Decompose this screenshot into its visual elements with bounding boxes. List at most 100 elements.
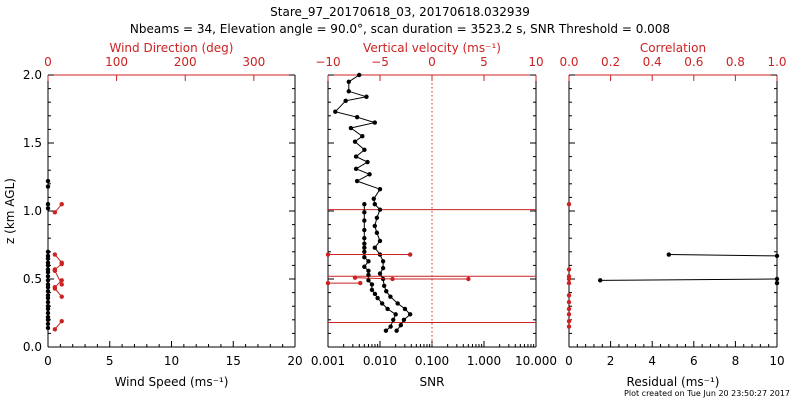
top-tick-label: 100: [105, 55, 128, 69]
wind-direction-line: [54, 270, 63, 285]
top-tick-label: 0.2: [601, 55, 620, 69]
snr-point: [362, 255, 367, 260]
outliers-point: [325, 252, 331, 257]
correlation-point: [566, 318, 572, 324]
x-tick-label: 6: [690, 354, 698, 368]
x-tick-label: 20: [287, 354, 302, 368]
wind-speed-point: [45, 270, 51, 275]
x-axis-label: Residual (ms⁻¹): [627, 375, 720, 389]
x-tick-label: 2: [607, 354, 615, 368]
snr-point: [372, 291, 378, 297]
vertical-velocity-point: [348, 125, 354, 131]
wind-speed-point: [45, 278, 51, 283]
vertical-velocity-point: [377, 238, 383, 244]
x-tick-label: 4: [648, 354, 656, 368]
snr-point: [369, 287, 375, 293]
snr-point: [366, 278, 371, 283]
vertical-velocity-point: [354, 114, 360, 120]
chart-title: Stare_97_20170618_03, 20170618.032939: [270, 5, 530, 19]
x-tick-label: 8: [732, 354, 740, 368]
vertical-velocity-point: [395, 301, 400, 306]
residual-point: [598, 278, 603, 283]
wind-speed-point: [45, 202, 51, 207]
vertical-velocity-point: [384, 289, 389, 294]
top-tick-label: 300: [242, 55, 265, 69]
residual-point: [666, 252, 672, 257]
snr-point: [362, 236, 367, 241]
wind-speed-point: [45, 289, 51, 294]
x-tick-label: 0: [44, 354, 52, 368]
snr-point: [362, 218, 367, 223]
vertical-velocity-point: [407, 312, 413, 317]
vertical-velocity-point: [381, 283, 387, 288]
x-tick-label: 10: [769, 354, 784, 368]
wind-direction-point: [59, 282, 64, 287]
y-axis-label: z (km AGL): [3, 178, 17, 244]
vertical-velocity-point: [372, 245, 377, 250]
wind-speed-point: [45, 256, 51, 261]
snr-point: [362, 245, 367, 250]
vertical-velocity-point: [354, 178, 360, 184]
wind-direction-point: [52, 252, 58, 257]
snr-point: [362, 249, 367, 254]
outliers-point: [407, 252, 413, 257]
correlation-point: [566, 324, 572, 329]
vertical-velocity-line: [334, 74, 411, 332]
snr-point: [388, 324, 393, 329]
snr-point: [362, 210, 367, 215]
wind-direction-point: [59, 261, 64, 267]
vertical-velocity-point: [365, 159, 370, 165]
x-axis-label: SNR: [420, 375, 445, 389]
top-axis-label: Vertical velocity (ms⁻¹): [363, 41, 501, 55]
wind-direction-point: [52, 210, 58, 215]
vertical-velocity-point: [374, 215, 380, 220]
snr-point: [375, 295, 380, 301]
correlation-point: [566, 306, 572, 312]
correlation-point: [566, 276, 572, 282]
x-tick-label: 0.001: [311, 354, 345, 368]
vertical-velocity-point: [360, 134, 365, 139]
top-axis-label: Correlation: [640, 41, 706, 55]
wind-speed-point: [45, 306, 51, 312]
panel-residual: 0 2 4 6 8 10 Residual (ms⁻¹) 0.0 0.2 0.4 0.6 0.8 1.0…: [559, 41, 786, 389]
wind-speed-point: [45, 249, 51, 254]
x-tick-label: 0.100: [415, 354, 449, 368]
snr-line: [363, 204, 397, 332]
vertical-velocity-point: [371, 196, 376, 201]
correlation-point: [566, 299, 572, 305]
correlation-point: [566, 293, 572, 298]
vertical-velocity-point: [367, 172, 372, 177]
vertical-velocity-point: [374, 230, 380, 235]
vertical-velocity-point: [352, 139, 358, 144]
wind-speed-point: [45, 310, 51, 316]
residual-point: [774, 280, 780, 286]
residual-point: [774, 276, 780, 282]
snr-point: [385, 306, 390, 312]
snr-point: [391, 317, 396, 322]
outliers-point: [466, 276, 471, 282]
snr-point: [366, 268, 371, 274]
vertical-velocity-point: [394, 328, 399, 333]
correlation-point: [566, 312, 572, 317]
y-tick-label: 0.5: [23, 272, 42, 286]
panel-snr: 0.001 0.010 0.100 1.000 10.000 SNR −10 −5 0 5 10 Ve…: [311, 41, 557, 389]
top-tick-label: 0: [428, 55, 436, 69]
top-tick-label: 0.6: [684, 55, 703, 69]
vertical-velocity-point: [377, 207, 383, 212]
snr-point: [366, 272, 371, 278]
vertical-velocity-point: [372, 120, 377, 125]
top-tick-label: 0: [44, 55, 52, 69]
vertical-velocity-point: [333, 109, 338, 114]
top-tick-label: 5: [480, 55, 488, 69]
residual-line: [600, 278, 778, 281]
vertical-velocity-point: [353, 166, 359, 172]
vertical-velocity-point: [346, 79, 351, 85]
wind-speed-point: [45, 274, 51, 279]
vertical-velocity-point: [377, 187, 383, 192]
wind-direction-point: [52, 286, 58, 291]
vertical-velocity-point: [398, 323, 403, 328]
wind-speed-point: [45, 263, 51, 268]
chart-subtitle: Nbeams = 34, Elevation angle = 90.0°, sc…: [130, 22, 670, 36]
footer-created: Plot created on Tue Jun 20 23:50:27 2017: [624, 389, 790, 398]
